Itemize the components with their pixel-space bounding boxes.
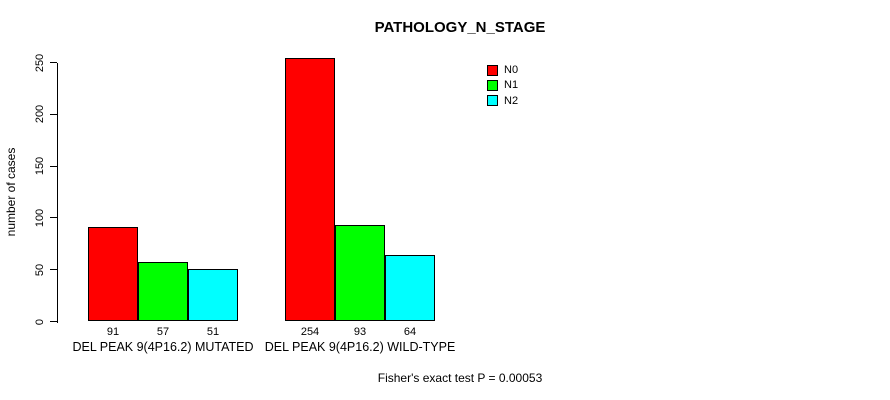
- y-tick-label: 250: [34, 53, 46, 72]
- bar-value-label: 57: [156, 326, 170, 338]
- bar-value-label: 64: [403, 326, 417, 338]
- legend-item: N2: [487, 95, 518, 107]
- y-tick-mark: [49, 320, 57, 323]
- y-tick-mark: [49, 217, 57, 219]
- legend-item: N0: [487, 64, 518, 76]
- bar-value-label: 93: [353, 326, 367, 338]
- bar-n0-group1: [88, 227, 138, 322]
- y-tick-label: 100: [34, 208, 46, 228]
- legend-item: N1: [487, 79, 518, 91]
- bar-n2-group1: [188, 268, 238, 322]
- bar-n0-group2: [285, 58, 335, 322]
- bar-n1-group2: [335, 225, 385, 322]
- legend-swatch-n2: [487, 95, 498, 107]
- y-tick-mark: [49, 113, 57, 115]
- bar-value-label: 91: [106, 326, 120, 338]
- legend: N0 N1 N2: [487, 64, 518, 110]
- x-category-label: DEL PEAK 9(4P16.2) MUTATED: [72, 340, 254, 354]
- annotation-text: Fisher's exact test P = 0.00053: [377, 371, 543, 385]
- y-tick-mark: [49, 269, 57, 271]
- legend-label: N0: [504, 64, 519, 76]
- bar-n1-group1: [138, 262, 188, 322]
- legend-label: N2: [504, 94, 519, 107]
- y-tick-mark: [49, 61, 57, 64]
- y-tick-label: 200: [34, 105, 46, 124]
- bar-n2-group2: [385, 255, 435, 322]
- x-category-label: DEL PEAK 9(4P16.2) WILD-TYPE: [264, 340, 456, 354]
- y-axis-line: [56, 62, 58, 323]
- legend-label: N1: [504, 79, 519, 92]
- legend-swatch-n1: [487, 79, 498, 91]
- bar-value-label: 51: [206, 326, 220, 338]
- chart-title: PATHOLOGY_N_STAGE: [374, 19, 546, 36]
- bar-value-label: 254: [300, 326, 320, 338]
- y-tick-mark: [49, 165, 57, 167]
- legend-swatch-n0: [487, 64, 498, 76]
- y-tick-label: 0: [34, 318, 46, 325]
- y-tick-label: 50: [34, 263, 46, 276]
- y-tick-label: 150: [34, 156, 46, 176]
